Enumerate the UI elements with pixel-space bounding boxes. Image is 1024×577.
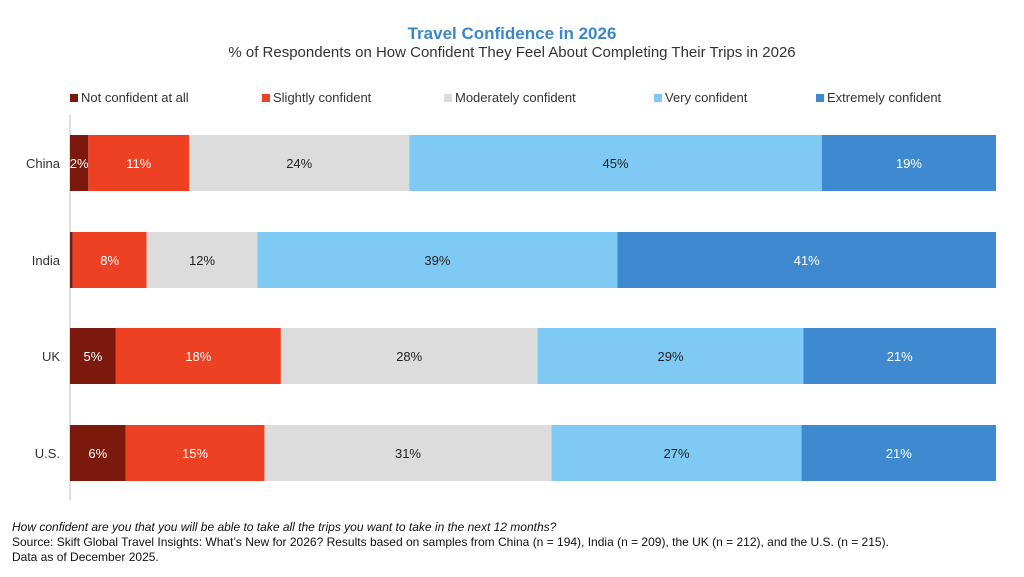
legend-item: Slightly confident [262,90,371,105]
bar-segment [264,425,552,481]
bar-segment [88,135,190,191]
data-label: 8% [100,253,119,268]
bar-segment [70,328,116,384]
legend-swatch [262,93,270,102]
bar-segment [803,328,996,384]
legend-item: Not confident at all [70,90,189,105]
bar-segment [125,425,265,481]
chart-subtitle: % of Respondents on How Confident They F… [228,44,796,61]
bar-segment [821,135,996,191]
legend-item: Extremely confident [816,90,941,105]
legend-label: Not confident at all [81,90,189,105]
bar-segment [409,135,822,191]
legend-swatch [816,93,824,102]
survey-question: How confident are you that you will be a… [12,520,557,534]
data-label: 31% [395,446,421,461]
data-label: 41% [794,253,820,268]
legend-label: Extremely confident [827,90,942,105]
data-label: 28% [396,349,422,364]
legend-label: Very confident [665,90,748,105]
data-label: 21% [886,446,912,461]
bar-segment [801,425,996,481]
footer: How confident are you that you will be a… [12,520,889,565]
bar-segment [72,232,147,288]
data-label: 11% [126,156,151,171]
data-label: 12% [189,253,215,268]
category-label: U.S. [35,446,60,461]
bar-segment [70,425,126,481]
category-label: China [26,156,61,171]
data-label: 6% [88,446,107,461]
bar-segment [115,328,281,384]
legend-item: Moderately confident [444,90,576,105]
data-label: 29% [658,349,684,364]
bar-segment [70,232,73,288]
category-label: India [32,253,61,268]
data-label: 21% [887,349,913,364]
data-label: 2% [70,156,89,171]
legend-swatch [70,93,78,102]
chart-title: Travel Confidence in 2026 [407,24,617,43]
bar-segment [146,232,258,288]
bar-segment [189,135,410,191]
category-label: UK [42,349,60,364]
bar-segment [617,232,996,288]
bar-segment [551,425,802,481]
legend-label: Slightly confident [273,90,372,105]
data-label: 5% [84,349,103,364]
legend-swatch [654,93,662,102]
bar-segment [70,135,89,191]
data-label: 27% [664,446,690,461]
bar-segment [257,232,618,288]
data-label: 24% [286,156,312,171]
bar-segment [537,328,804,384]
data-label: 19% [896,156,922,171]
data-label: 15% [182,446,208,461]
bar-segment [280,328,538,384]
data-label: 45% [602,156,628,171]
data-label: 39% [424,253,450,268]
legend-label: Moderately confident [455,90,576,105]
legend-item: Very confident [654,90,747,105]
data-label: 18% [185,349,211,364]
source-note: Source: Skift Global Travel Insights: Wh… [12,535,889,549]
stacked-bar-chart: China 2% 11% 24% 45% 19% India 8% 12% 39% 41% UK 5% 1… [26,115,996,500]
legend-swatch [444,93,452,102]
data-date-note: Data as of December 2025. [12,550,159,564]
legend: Not confident at all Slightly confident Mo… [0,90,1024,106]
